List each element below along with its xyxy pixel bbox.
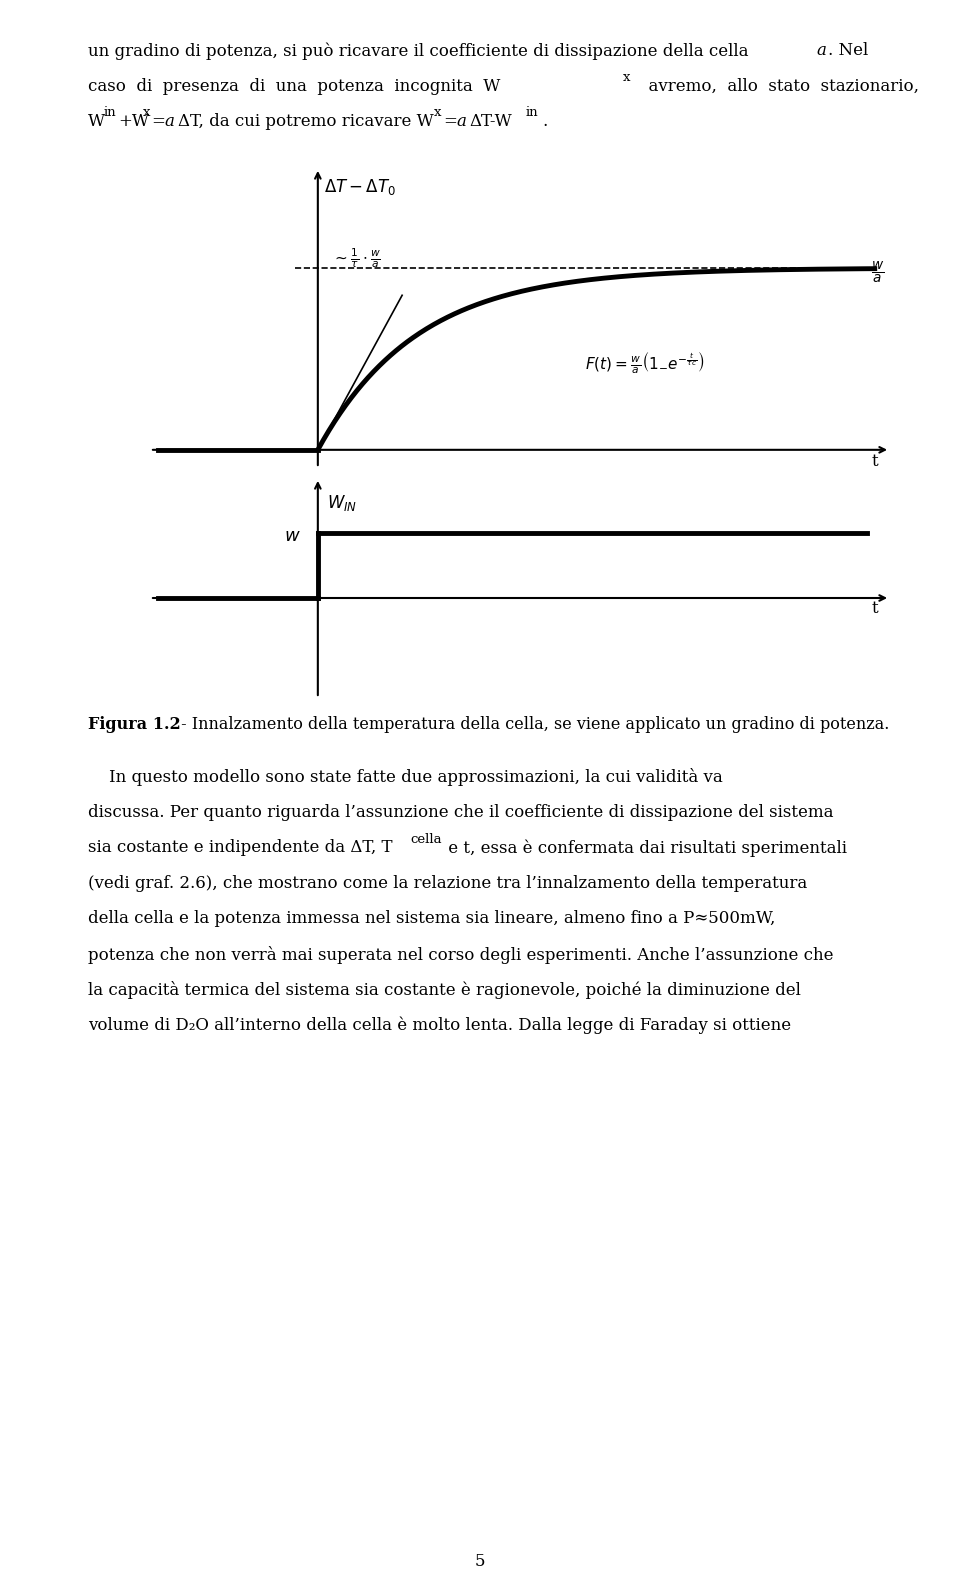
Text: la capacità termica del sistema sia costante è ragionevole, poiché la diminuzion: la capacità termica del sistema sia cost… [88,981,801,999]
Text: In questo modello sono state fatte due approssimazioni, la cui validità va: In questo modello sono state fatte due a… [88,768,723,787]
Text: avremo,  allo  stato  stazionario,: avremo, allo stato stazionario, [638,78,919,95]
Text: in: in [525,106,539,119]
Text: - Innalzamento della temperatura della cella, se viene applicato un gradino di p: - Innalzamento della temperatura della c… [176,716,889,733]
Text: $F(t)= \frac{w}{a} \left(1_{-} e^{-\frac{t}{\tau c}}\right)$: $F(t)= \frac{w}{a} \left(1_{-} e^{-\frac… [585,350,704,375]
Text: della cella e la potenza immessa nel sistema sia lineare, almeno fino a P≈500mW,: della cella e la potenza immessa nel sis… [88,910,776,928]
Text: =: = [152,112,165,130]
Text: cella: cella [410,833,442,845]
Text: sia costante e indipendente da ΔT, T: sia costante e indipendente da ΔT, T [88,839,393,856]
Text: .: . [542,112,548,130]
Text: $w$: $w$ [284,527,301,545]
Text: potenza che non verrà mai superata nel corso degli esperimenti. Anche l’assunzio: potenza che non verrà mai superata nel c… [88,945,833,964]
Text: caso  di  presenza  di  una  potenza  incognita  W: caso di presenza di una potenza incognit… [88,78,500,95]
Text: in: in [104,106,116,119]
Text: a: a [457,112,467,130]
Text: $W_{IN}$: $W_{IN}$ [327,492,357,513]
Text: ΔT-W: ΔT-W [469,112,512,130]
Text: discussa. Per quanto riguarda l’assunzione che il coefficiente di dissipazione d: discussa. Per quanto riguarda l’assunzio… [88,804,833,820]
Text: t: t [872,600,878,617]
Text: $\sim \frac{1}{\tau} \cdot \frac{w}{a}$: $\sim \frac{1}{\tau} \cdot \frac{w}{a}$ [331,247,380,269]
Text: 5: 5 [475,1553,485,1569]
Text: W: W [88,112,106,130]
Text: (vedi graf. 2.6), che mostrano come la relazione tra l’innalzamento della temper: (vedi graf. 2.6), che mostrano come la r… [88,874,807,891]
Text: un gradino di potenza, si può ricavare il coefficiente di dissipazione della cel: un gradino di potenza, si può ricavare i… [88,43,754,60]
Text: . Nel: . Nel [828,43,868,59]
Text: volume di D₂O all’interno della cella è molto lenta. Dalla legge di Faraday si o: volume di D₂O all’interno della cella è … [88,1016,791,1034]
Text: x: x [142,106,150,119]
Text: ΔT, da cui potremo ricavare W: ΔT, da cui potremo ricavare W [178,112,433,130]
Text: $\Delta T - \Delta T_0$: $\Delta T - \Delta T_0$ [324,177,396,198]
Text: +W: +W [118,112,150,130]
Text: a: a [816,43,826,59]
Text: Figura 1.2: Figura 1.2 [88,716,180,733]
Text: e t, essa è confermata dai risultati sperimentali: e t, essa è confermata dai risultati spe… [443,839,847,856]
Text: $\frac{w}{a}$: $\frac{w}{a}$ [871,261,884,287]
Text: x: x [623,71,631,84]
Text: t: t [872,453,878,470]
Text: x: x [434,106,441,119]
Text: a: a [164,112,175,130]
Text: =: = [444,112,457,130]
